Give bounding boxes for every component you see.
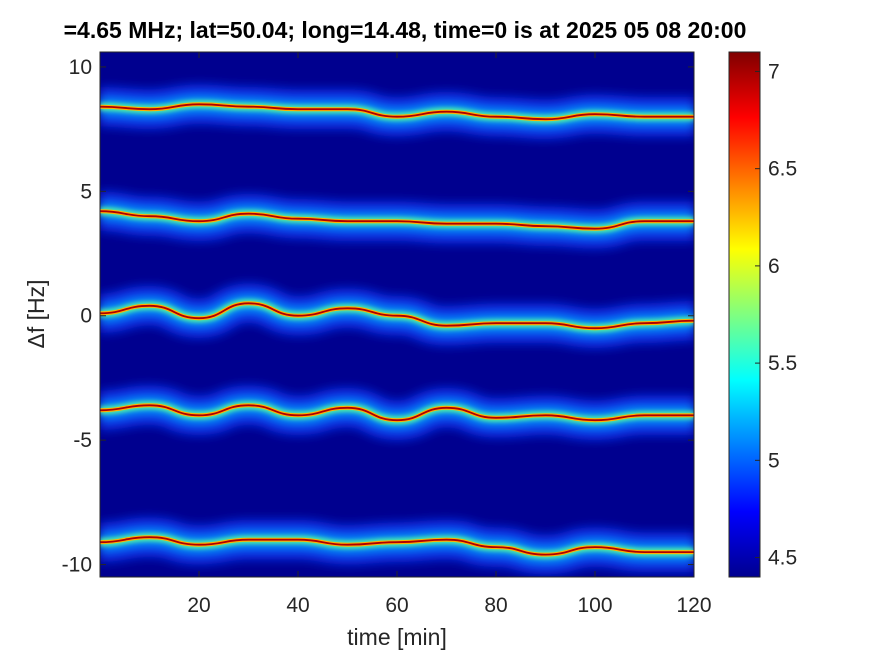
x-tick-label: 60 bbox=[385, 594, 408, 617]
x-tick-label: 100 bbox=[577, 594, 612, 617]
y-axis-label: Δf [Hz] bbox=[23, 279, 49, 348]
x-tick-label: 40 bbox=[286, 594, 309, 617]
y-tick-label: 10 bbox=[69, 56, 92, 79]
trace-peak bbox=[100, 210, 694, 230]
y-tick-label: -5 bbox=[73, 429, 92, 452]
colorbar-tick-label: 5.5 bbox=[768, 352, 797, 375]
colorbar-tick-label: 7 bbox=[768, 60, 780, 83]
y-tick-label: 5 bbox=[80, 180, 92, 203]
y-tick-label: -10 bbox=[62, 554, 92, 577]
chart-title: =4.65 MHz; lat=50.04; long=14.48, time=0… bbox=[64, 17, 747, 43]
trace-band-4 bbox=[100, 385, 694, 441]
colorbar-tick-label: 6.5 bbox=[768, 158, 797, 181]
trace-band-1 bbox=[100, 84, 694, 140]
x-tick-label: 80 bbox=[484, 594, 507, 617]
trace-band-5 bbox=[100, 517, 694, 575]
y-axis-ticks: 10 5 0 -5 -10 bbox=[62, 56, 694, 577]
spectrogram-traces bbox=[100, 84, 694, 575]
y-tick-label: 0 bbox=[80, 305, 92, 328]
x-axis-ticks: 20 40 60 80 100 120 bbox=[187, 52, 712, 617]
trace-peak bbox=[100, 536, 694, 556]
colorbar-tick-label: 5 bbox=[768, 449, 780, 472]
colorbar-tick-label: 4.5 bbox=[768, 547, 797, 570]
x-tick-label: 120 bbox=[676, 594, 711, 617]
colorbar bbox=[728, 51, 761, 578]
colorbar-tick-label: 6 bbox=[768, 255, 780, 278]
x-tick-label: 20 bbox=[187, 594, 210, 617]
trace-band-2 bbox=[100, 191, 694, 249]
colorbar-ticks: 7 6.5 6 5.5 5 4.5 bbox=[755, 60, 797, 570]
trace-peak bbox=[100, 302, 694, 330]
trace-peak bbox=[100, 404, 694, 422]
trace-band-3 bbox=[100, 283, 694, 349]
trace-peak bbox=[100, 103, 694, 121]
x-axis-label: time [min] bbox=[347, 624, 447, 650]
